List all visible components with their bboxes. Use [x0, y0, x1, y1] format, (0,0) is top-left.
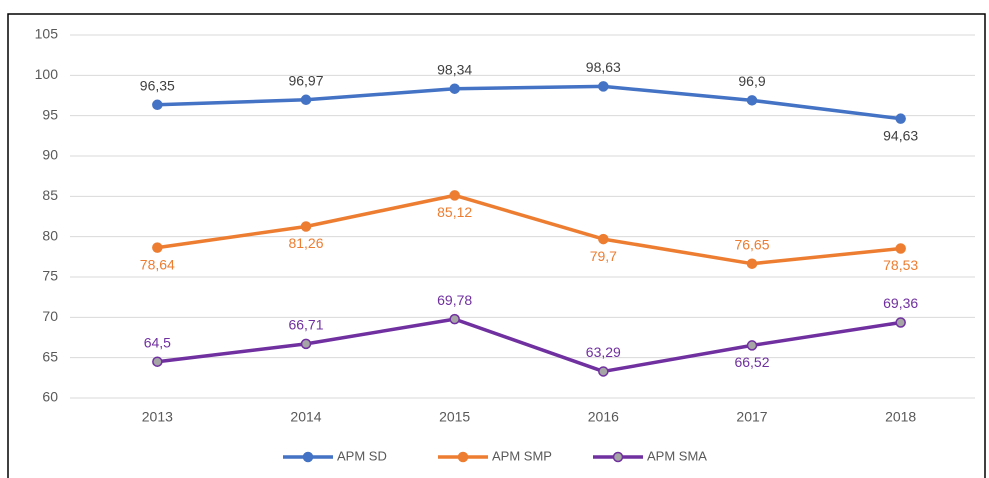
y-tick-label: 95	[42, 106, 58, 122]
series-line	[157, 317, 901, 374]
point	[449, 313, 460, 325]
point	[746, 95, 758, 106]
data-label: 69,36	[883, 295, 918, 311]
data-label: 98,63	[586, 59, 621, 75]
y-tick-label: 85	[42, 187, 58, 203]
point	[895, 317, 906, 328]
data-label: 81,26	[288, 235, 323, 251]
data-label: 96,97	[288, 72, 323, 88]
data-label: 85,12	[437, 204, 472, 220]
y-tick-label: 90	[42, 147, 58, 163]
point	[746, 258, 758, 269]
legend-label: APM SMA	[647, 448, 707, 463]
point	[449, 83, 460, 94]
data-label: 66,71	[288, 317, 323, 333]
point	[895, 113, 906, 124]
x-tick-label: 2018	[885, 409, 916, 425]
legend-marker	[302, 451, 314, 463]
x-tick-label: 2017	[736, 409, 767, 425]
y-tick-label: 100	[35, 66, 59, 82]
point	[300, 94, 312, 106]
y-tick-label: 75	[42, 268, 58, 284]
x-tick-label: 2013	[142, 409, 173, 425]
point	[152, 356, 163, 367]
point	[449, 190, 460, 201]
y-tick-label: 70	[42, 308, 58, 324]
data-label: 76,65	[734, 236, 769, 252]
point	[300, 221, 312, 232]
data-label: 98,34	[437, 61, 472, 77]
x-tick-label: 2015	[439, 409, 470, 425]
y-tick-label: 105	[35, 26, 59, 42]
legend-label: APM SMP	[492, 448, 552, 463]
data-label: 79,7	[590, 248, 617, 264]
point	[152, 99, 163, 111]
point	[598, 81, 609, 92]
data-label: 69,78	[437, 292, 472, 308]
legend-marker	[612, 451, 624, 463]
data-label: 66,52	[734, 354, 769, 370]
point	[152, 242, 163, 253]
series-line	[157, 193, 901, 266]
point	[300, 338, 312, 350]
data-label: 64,5	[144, 334, 171, 350]
y-tick-label: 80	[42, 227, 58, 243]
series-line	[157, 84, 901, 121]
data-label: 78,53	[883, 257, 918, 273]
point	[598, 366, 609, 377]
point	[895, 243, 906, 254]
point	[746, 340, 758, 351]
x-tick-label: 2014	[290, 409, 321, 425]
frame	[7, 13, 986, 478]
data-label: 63,29	[586, 344, 621, 360]
data-label: 96,9	[738, 73, 765, 89]
data-label: 94,63	[883, 127, 918, 143]
data-label: 78,64	[140, 256, 175, 272]
y-tick-label: 65	[42, 348, 58, 364]
point	[598, 233, 609, 245]
y-tick-label: 60	[42, 389, 58, 405]
legend-label: APM SD	[337, 448, 387, 463]
legend-marker	[457, 451, 469, 463]
data-label: 96,35	[140, 77, 175, 93]
x-tick-label: 2016	[588, 409, 619, 425]
